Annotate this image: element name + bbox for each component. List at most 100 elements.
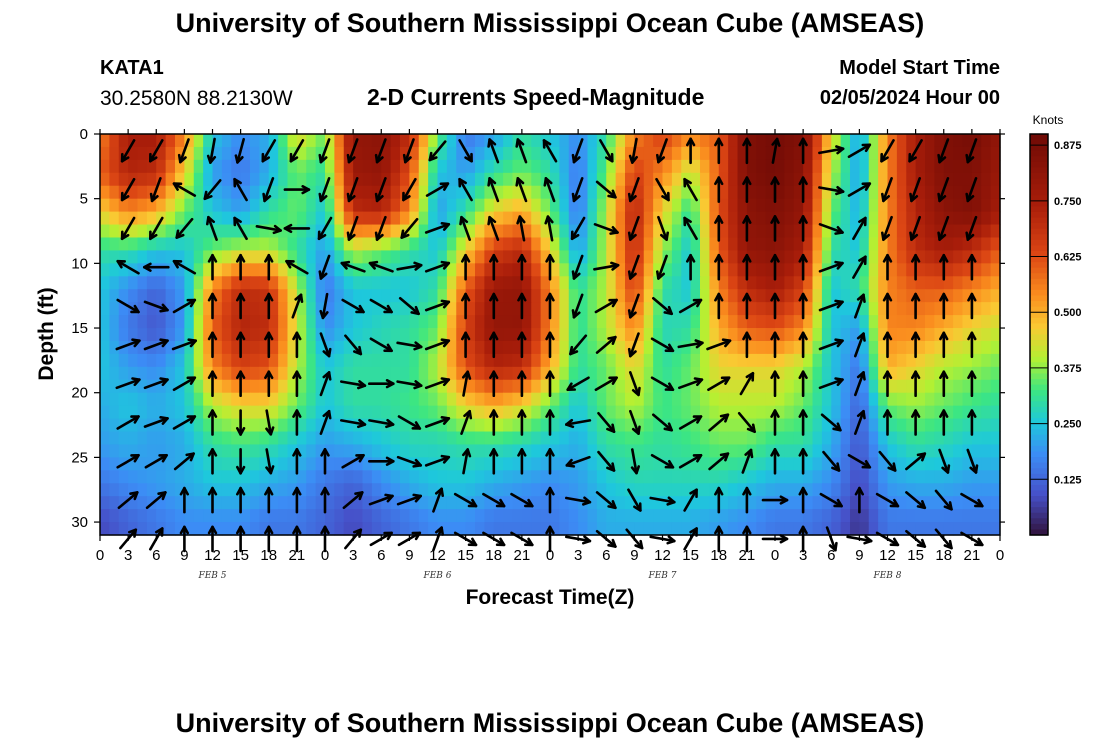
heatmap-cell (146, 211, 157, 226)
heatmap-cell (690, 263, 701, 277)
heatmap-cell (671, 431, 682, 446)
heatmap-cell (718, 172, 729, 187)
heatmap-cell (615, 340, 626, 355)
current-vector (628, 371, 641, 397)
heatmap-cell (615, 198, 626, 213)
heatmap-cell (550, 470, 560, 484)
heatmap-cell (934, 172, 945, 187)
heatmap-cell (746, 224, 757, 239)
heatmap-cell (784, 185, 795, 200)
heatmap-cell (934, 224, 945, 239)
heatmap-cell (653, 444, 664, 458)
x-tick-label: 3 (574, 547, 582, 564)
current-vector (285, 259, 309, 275)
heatmap-cell (418, 198, 429, 213)
heatmap-cell (578, 457, 589, 471)
heatmap-cell (465, 522, 476, 536)
heatmap-cell (578, 198, 589, 213)
heatmap-cell (887, 509, 898, 523)
vector-head (489, 448, 499, 457)
heatmap-cell (568, 276, 579, 290)
heatmap-cell (878, 444, 889, 458)
current-vector (909, 215, 922, 241)
heatmap-cell (953, 315, 964, 329)
heatmap-cell (212, 444, 223, 458)
heatmap-cell (456, 509, 467, 523)
heatmap-cell (278, 289, 289, 303)
heatmap-cell (812, 237, 823, 252)
heatmap-cell (971, 379, 982, 394)
heatmap-cell (259, 250, 270, 264)
heatmap-cell (775, 470, 785, 484)
vector-head (627, 192, 637, 203)
heatmap-cell (325, 159, 335, 174)
vector-shaft (368, 261, 394, 273)
vector-head (206, 154, 217, 164)
current-vector (938, 448, 951, 474)
heatmap-cell (690, 418, 701, 433)
heatmap-cell (606, 134, 617, 148)
heatmap-cell (896, 289, 907, 303)
heatmap-cell (503, 289, 514, 303)
heatmap-cell (353, 328, 364, 342)
heatmap-cell (503, 328, 514, 342)
vector-head (489, 370, 499, 380)
current-vector (854, 486, 864, 514)
heatmap-cell (221, 522, 232, 536)
heatmap-cell (521, 315, 532, 329)
heatmap-cell (700, 224, 710, 239)
heatmap-cell (203, 328, 214, 342)
vector-head (400, 229, 410, 239)
heatmap-cell (146, 405, 157, 420)
heatmap-cell (296, 483, 307, 497)
heatmap-cell (390, 328, 401, 342)
vector-shaft (878, 450, 897, 472)
current-vector (595, 335, 617, 354)
heatmap-cell (175, 289, 185, 303)
heatmap-cell (896, 444, 907, 458)
heatmap-cell (521, 366, 532, 381)
heatmap-cell (240, 263, 251, 277)
colorbar-tick-label: 0.500 (1054, 307, 1082, 319)
heatmap-cell (578, 470, 589, 484)
heatmap-cell (746, 496, 757, 510)
heatmap-cell (943, 237, 954, 252)
heatmap-cell (306, 522, 317, 536)
heatmap-cell (278, 250, 289, 264)
heatmap-cell (765, 315, 776, 329)
heatmap-cell (596, 392, 607, 407)
heatmap-cell (784, 211, 795, 226)
heatmap-cell (128, 224, 139, 239)
heatmap-cell (784, 146, 795, 161)
heatmap-cell (193, 483, 204, 497)
heatmap-cell (981, 224, 992, 239)
heatmap-cell (371, 470, 382, 484)
heatmap-cell (962, 483, 973, 497)
heatmap-cell (803, 198, 814, 213)
heatmap-cell (559, 263, 570, 277)
heatmap-cell (221, 302, 232, 316)
current-vector (461, 292, 471, 320)
heatmap-cell (381, 237, 392, 252)
current-vector (207, 292, 218, 320)
heatmap-cell (559, 431, 570, 446)
heatmap-cell (465, 134, 476, 148)
heatmap-cell (231, 392, 242, 407)
heatmap-cell (184, 159, 195, 174)
heatmap-cell (615, 496, 626, 510)
heatmap-cell (343, 276, 354, 290)
heatmap-cell (831, 289, 842, 303)
heatmap-cell (475, 483, 485, 497)
current-vector (206, 137, 217, 164)
vector-head (524, 537, 534, 547)
vector-head (856, 293, 866, 303)
heatmap-cell (334, 134, 345, 148)
heatmap-cell (418, 134, 429, 148)
vector-head (689, 527, 698, 537)
vector-head (355, 304, 365, 314)
vector-head (459, 215, 469, 226)
heatmap-cell (362, 496, 373, 510)
heatmap-cell (428, 250, 439, 264)
current-vector (149, 177, 162, 203)
heatmap-cell (803, 496, 814, 510)
